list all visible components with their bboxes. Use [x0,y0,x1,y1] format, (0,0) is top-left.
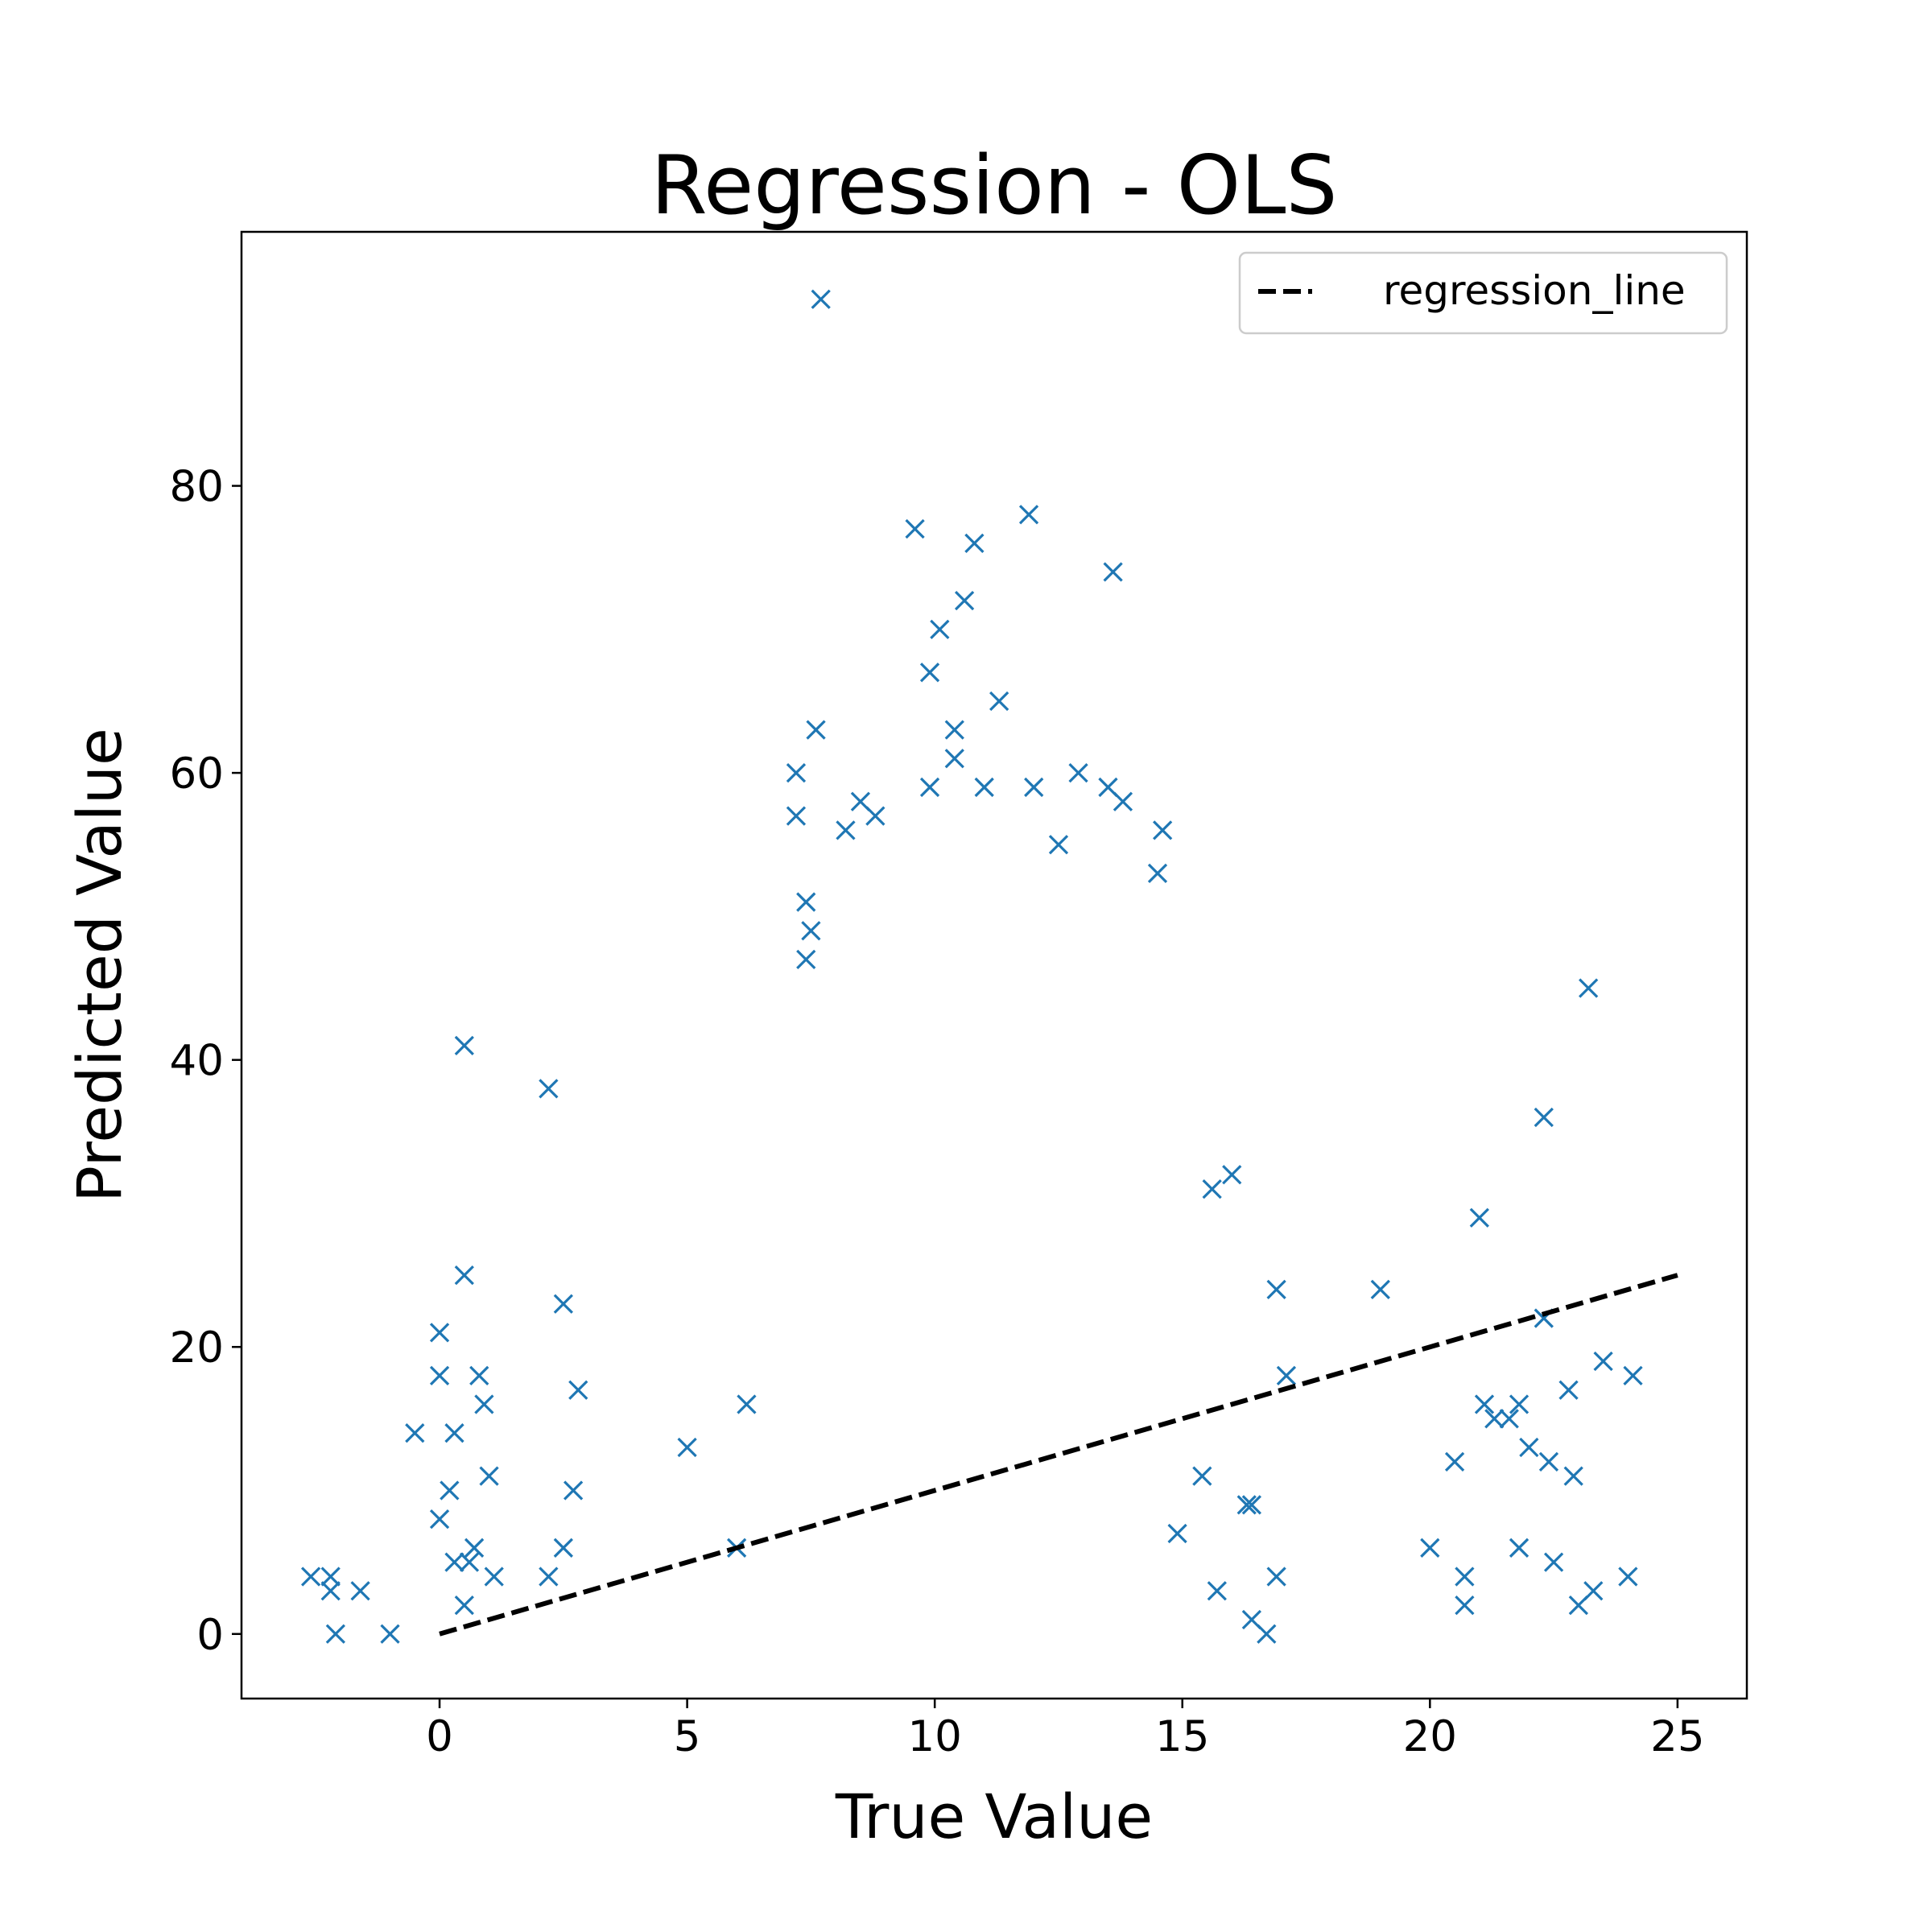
x-tick-label: 20 [1403,1712,1457,1761]
y-axis-label: Predicted Value [64,728,135,1203]
y-tick-label: 40 [170,1037,224,1086]
x-tick-label: 15 [1155,1712,1209,1761]
x-tick-label: 0 [426,1712,453,1761]
chart-title: Regression - OLS [651,138,1338,233]
x-tick-label: 25 [1650,1712,1704,1761]
y-tick-label: 20 [170,1323,224,1373]
y-tick-label: 0 [196,1611,224,1660]
x-tick-label: 10 [907,1712,961,1761]
legend: regression_line [1240,253,1727,333]
x-tick-label: 5 [674,1712,701,1761]
y-tick-label: 80 [170,463,224,512]
legend-entry-regression-line: regression_line [1383,267,1686,314]
y-tick-label: 60 [170,749,224,799]
x-axis-label: True Value [835,1781,1153,1852]
